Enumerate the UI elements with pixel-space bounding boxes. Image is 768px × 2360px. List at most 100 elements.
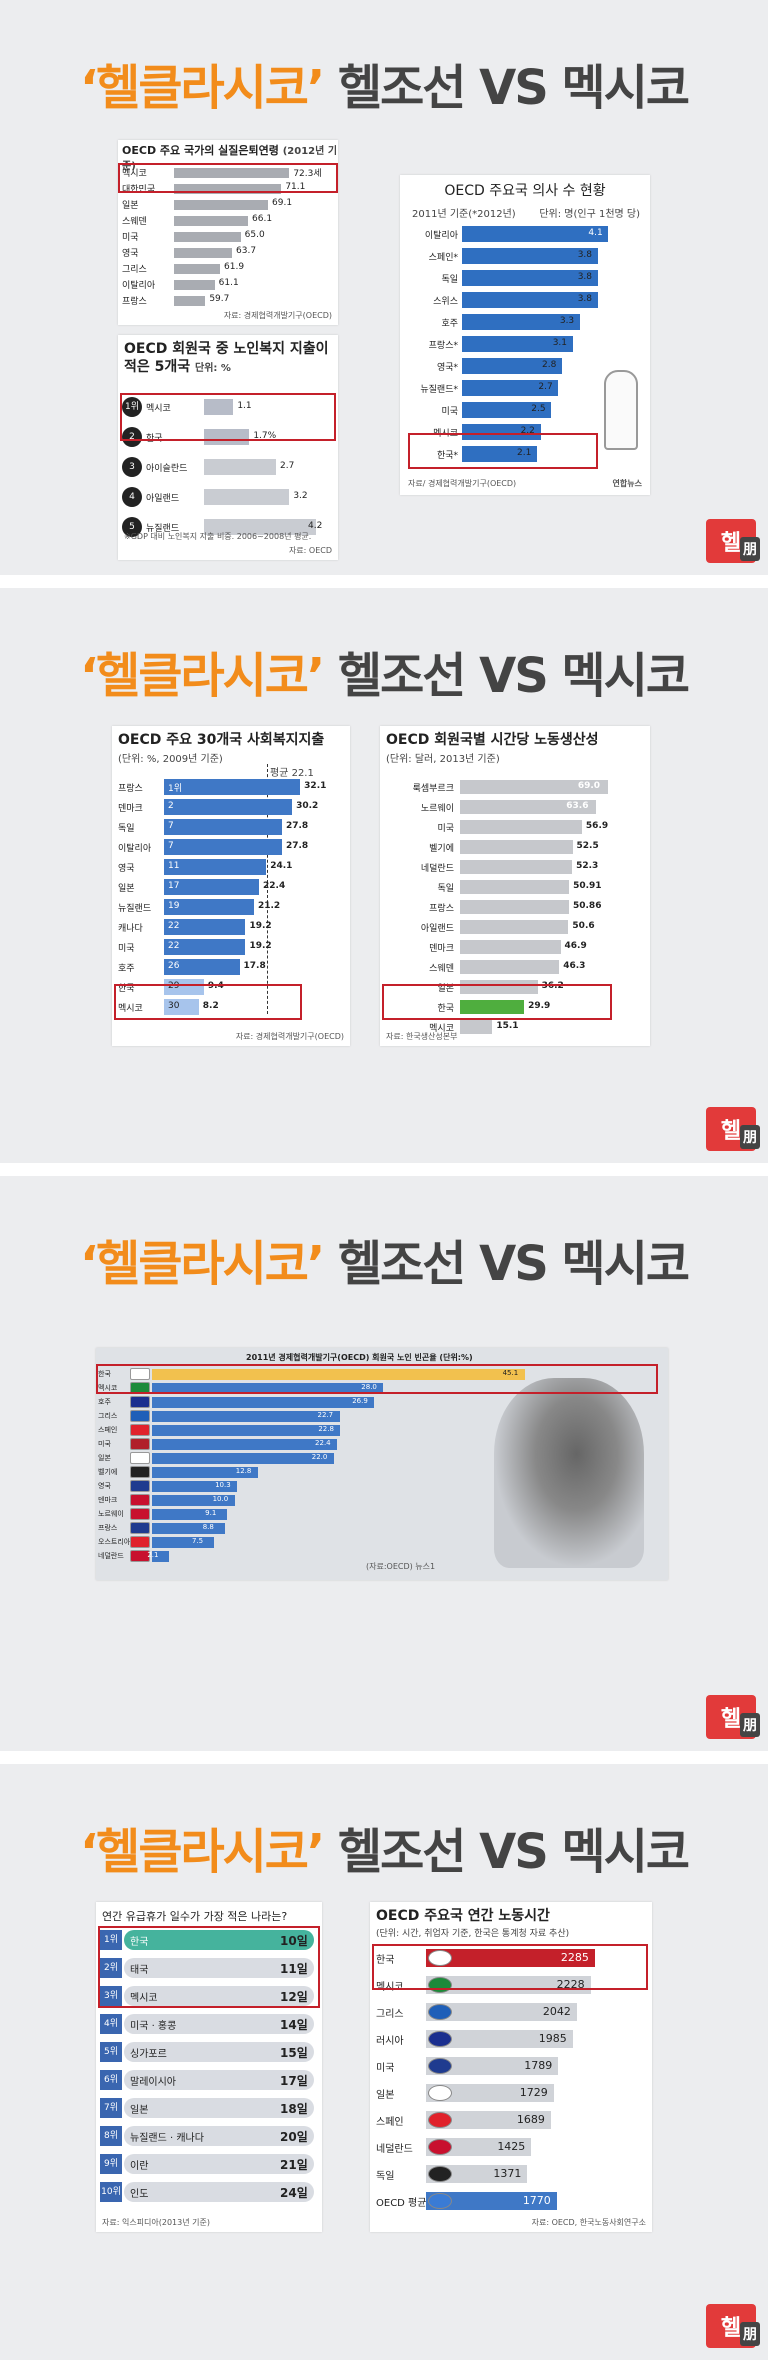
bar bbox=[164, 779, 301, 795]
bar bbox=[152, 1383, 384, 1394]
chart-row: 대한민국 71.1 bbox=[118, 182, 338, 196]
row-label: 프랑스* bbox=[428, 341, 458, 351]
rank-label: 22 bbox=[168, 921, 180, 931]
bar bbox=[426, 2192, 557, 2210]
row-label: 그리스 bbox=[376, 2009, 404, 2020]
value-label: 1789 bbox=[524, 2059, 553, 2072]
chart-row: 프랑스 50.86 bbox=[380, 898, 650, 916]
row-label: 멕시코 bbox=[376, 1982, 404, 1993]
row-label: 독일 bbox=[376, 2171, 395, 2182]
rank-label: 1위 bbox=[168, 784, 183, 794]
chart-row: 호주 3.3 bbox=[400, 313, 650, 331]
value-label: 1770 bbox=[522, 2194, 551, 2207]
value-label: 2.7 bbox=[280, 461, 295, 471]
bar bbox=[174, 280, 215, 290]
bar bbox=[164, 879, 260, 895]
row-label: 한국* bbox=[436, 451, 458, 461]
value-label: 22.7 bbox=[317, 1411, 334, 1419]
card-unit: (단위: 달러, 2013년 기준) bbox=[386, 754, 500, 765]
value-label: 45.1 bbox=[502, 1369, 519, 1377]
value-label: 22.8 bbox=[318, 1425, 334, 1433]
bar bbox=[460, 920, 569, 934]
value-label: 1.7% bbox=[253, 431, 277, 441]
brand: 연합뉴스 bbox=[612, 479, 642, 488]
chart-row: 노르웨이 63.6 bbox=[380, 798, 650, 816]
value-label: 32.1 bbox=[304, 781, 327, 791]
bar bbox=[460, 940, 561, 954]
value-label: 12일 bbox=[280, 1990, 308, 2004]
flag-icon bbox=[130, 1466, 150, 1478]
row-label: 독일 bbox=[118, 824, 135, 834]
bar bbox=[152, 1481, 238, 1492]
value-label: 3.8 bbox=[577, 250, 593, 260]
row-label: 멕시코 bbox=[122, 169, 147, 179]
panel-1: ‘헬클라시코’ 헬조선 VS 멕시코 OECD 주요 국가의 실질은퇴연령 (2… bbox=[0, 0, 768, 575]
bar bbox=[460, 780, 608, 794]
row-label: 스웨덴 bbox=[122, 217, 147, 227]
bar bbox=[174, 168, 290, 178]
row-label: 한국 bbox=[98, 1370, 111, 1378]
value-label: 63.6 bbox=[566, 801, 589, 811]
value-label: 65.0 bbox=[244, 230, 265, 240]
panel-4: ‘헬클라시코’ 헬조선 VS 멕시코 연간 유급휴가 일수가 가장 적은 나라는… bbox=[0, 1764, 768, 2360]
flag-icon bbox=[428, 2139, 452, 2155]
value-label: 2.7 bbox=[538, 382, 553, 392]
value-label: 36.2 bbox=[541, 981, 564, 991]
rank-badge: 1위 bbox=[122, 397, 142, 417]
row-label: 네덜란드 bbox=[376, 2144, 413, 2155]
chart-row: 스웨덴 66.1 bbox=[118, 214, 338, 228]
row-label: 영국* bbox=[436, 363, 458, 373]
bar bbox=[460, 800, 597, 814]
row-label: 뉴질랜드* bbox=[420, 385, 458, 395]
bar bbox=[124, 2182, 314, 2202]
chart-row: 미국 2.5 bbox=[400, 401, 650, 419]
value-label: 15.1 bbox=[496, 1021, 519, 1031]
row-label: 한국 bbox=[376, 1955, 395, 1966]
value-label: 59.7 bbox=[209, 294, 230, 304]
chart-row: 아일랜드 50.6 bbox=[380, 918, 650, 936]
value-label: 27.8 bbox=[285, 841, 309, 851]
chart-row: 벨기에 52.5 bbox=[380, 838, 650, 856]
row-label: 멕시코 bbox=[118, 1004, 143, 1014]
chart-row: 이탈리아 4.1 bbox=[400, 225, 650, 243]
bar bbox=[124, 2126, 314, 2146]
bar bbox=[204, 489, 290, 505]
row-label: 스페인 bbox=[376, 2117, 404, 2128]
bar bbox=[462, 358, 562, 374]
rank-badge: 3위 bbox=[100, 1986, 122, 2006]
elderly-man-image bbox=[494, 1378, 644, 1568]
row-label: 스위스 bbox=[433, 297, 458, 307]
social-spending-card: OECD 주요 30개국 사회복지지출 (단위: %, 2009년 기준) 평균… bbox=[112, 726, 350, 1046]
chart-row: 프랑스 8.8 bbox=[96, 1522, 656, 1535]
bar bbox=[460, 860, 573, 874]
bar bbox=[164, 999, 199, 1015]
row-label: 노르웨이 bbox=[420, 804, 454, 814]
row-label: 벨기에 bbox=[429, 844, 454, 854]
bar bbox=[174, 200, 268, 210]
highlight-box bbox=[408, 433, 598, 469]
bar bbox=[462, 424, 541, 440]
chart-row: OECD 평균 1770 bbox=[370, 2189, 652, 2211]
card-title: 연간 유급휴가 일수가 가장 적은 나라는? bbox=[102, 1910, 288, 1923]
highlight-box bbox=[372, 1944, 648, 1990]
row-label: 스페인 bbox=[98, 1426, 118, 1434]
value-label: 69.1 bbox=[272, 198, 293, 208]
value-label: 2.1 bbox=[147, 1551, 159, 1559]
chart-row: 오스트리아 7.5 bbox=[96, 1536, 656, 1549]
chart-row: 멕시코 30 8.2 bbox=[112, 998, 350, 1016]
row-label: 멕시코 bbox=[98, 1384, 118, 1392]
chart-row: 한국 29 9.4 bbox=[112, 978, 350, 996]
row-label: 멕시코 bbox=[429, 1024, 454, 1034]
panel-title: ‘헬클라시코’ 헬조선 VS 멕시코 bbox=[79, 1236, 690, 1292]
chart-row: 영국* 2.8 bbox=[400, 357, 650, 375]
value-label: 4.2 bbox=[308, 521, 323, 531]
value-label: 1689 bbox=[516, 2113, 545, 2126]
chart-row: 4위 미국 · 홍콩 14일 bbox=[96, 2012, 322, 2036]
value-label: 22.4 bbox=[315, 1439, 331, 1447]
bar bbox=[204, 519, 316, 535]
flag-icon bbox=[130, 1368, 150, 1380]
bar bbox=[426, 2057, 559, 2075]
value-label: 21일 bbox=[280, 2158, 308, 2172]
chart-row: 그리스 22.7 bbox=[96, 1410, 656, 1423]
source: 자료: OECD bbox=[288, 546, 332, 555]
